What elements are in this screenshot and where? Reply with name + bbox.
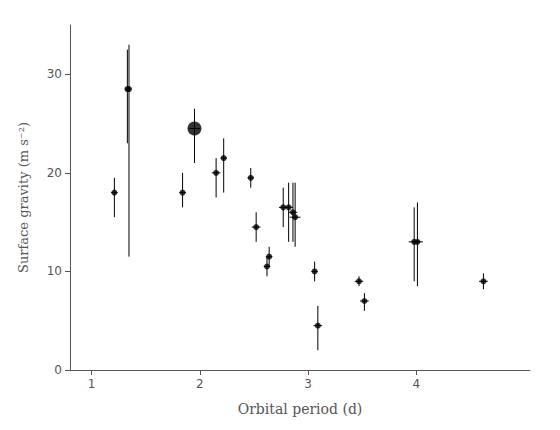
- svg-text:1: 1: [88, 377, 96, 391]
- svg-text:4: 4: [413, 377, 421, 391]
- svg-text:2: 2: [196, 377, 204, 391]
- svg-text:Surface gravity (m s⁻²): Surface gravity (m s⁻²): [16, 122, 31, 273]
- svg-text:Orbital period (d): Orbital period (d): [238, 401, 363, 417]
- svg-text:0: 0: [54, 363, 62, 377]
- svg-text:30: 30: [47, 67, 62, 81]
- svg-text:3: 3: [304, 377, 312, 391]
- svg-text:10: 10: [47, 264, 62, 278]
- svg-text:20: 20: [47, 166, 62, 180]
